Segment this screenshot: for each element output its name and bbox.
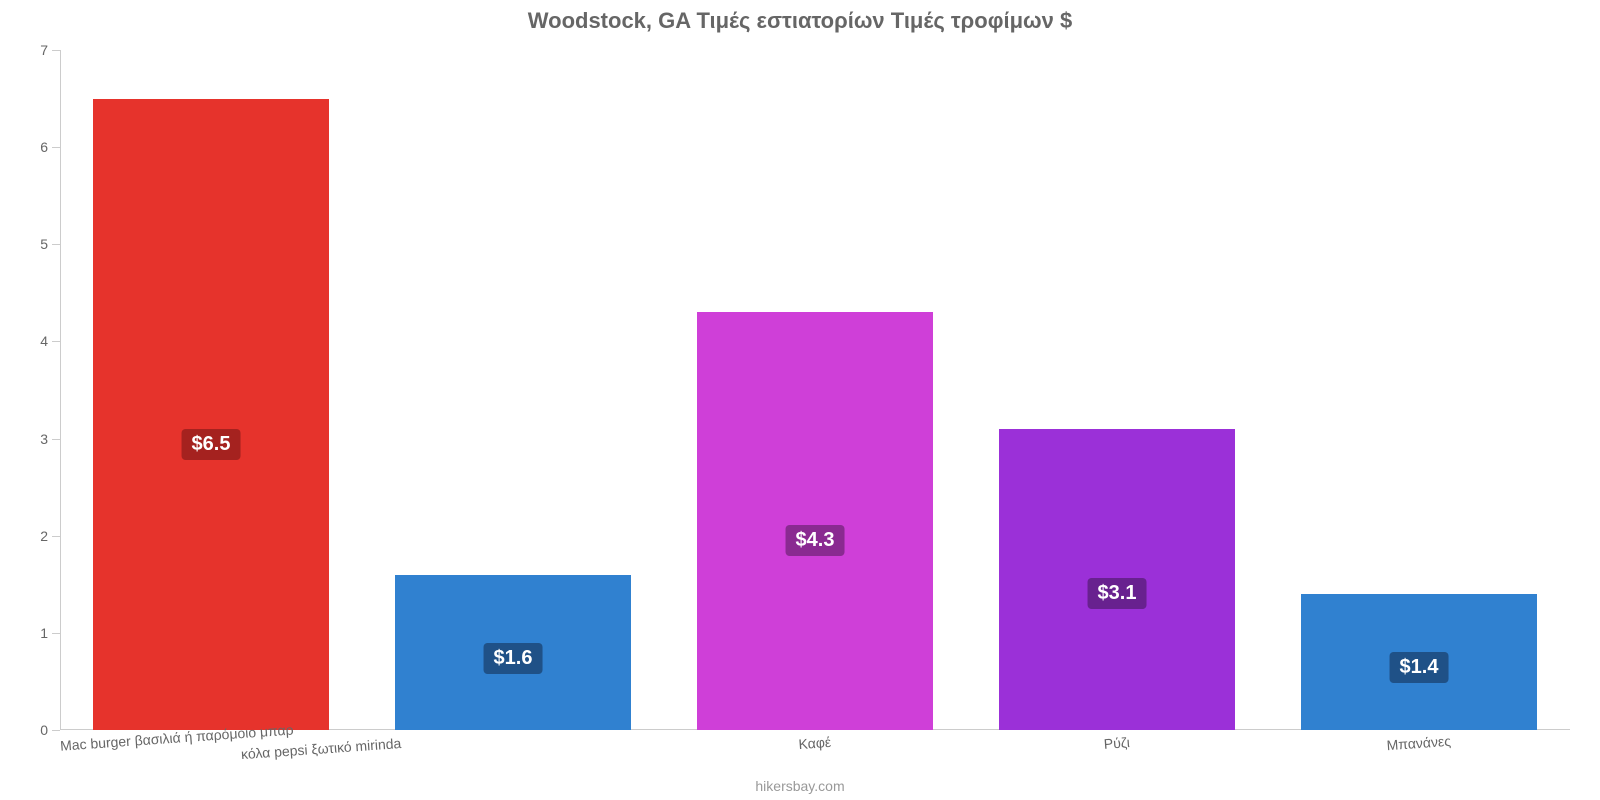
y-tick [52, 633, 60, 634]
y-tick [52, 341, 60, 342]
chart-credit: hikersbay.com [0, 778, 1600, 794]
bar: $1.6 [395, 575, 631, 730]
chart-title: Woodstock, GA Τιμές εστιατορίων Τιμές τρ… [0, 8, 1600, 34]
bar: $3.1 [999, 429, 1235, 730]
y-tick [52, 730, 60, 731]
y-tick-label: 0 [40, 722, 48, 738]
y-tick-label: 5 [40, 236, 48, 252]
y-tick [52, 50, 60, 51]
y-tick-label: 4 [40, 333, 48, 349]
x-axis-label: Καφέ [697, 727, 933, 759]
bar: $4.3 [697, 312, 933, 730]
bar-value-label: $6.5 [182, 429, 241, 460]
bar: $1.4 [1301, 594, 1537, 730]
bars-group: $6.5 $1.6 $4.3 $3.1 $1.4 [60, 50, 1570, 730]
x-axis-label: Ρύζι [999, 727, 1235, 759]
y-tick-label: 1 [40, 625, 48, 641]
y-tick-label: 6 [40, 139, 48, 155]
y-tick [52, 536, 60, 537]
chart-container: Woodstock, GA Τιμές εστιατορίων Τιμές τρ… [0, 0, 1600, 800]
y-tick-label: 3 [40, 431, 48, 447]
y-tick-label: 2 [40, 528, 48, 544]
y-tick [52, 147, 60, 148]
y-tick [52, 244, 60, 245]
x-axis-labels: Mac burger βασιλιά ή παρόμοιο μπαρκόλα p… [60, 735, 1570, 775]
bar-value-label: $3.1 [1088, 578, 1147, 609]
y-tick-label: 7 [40, 42, 48, 58]
x-axis-label: Mac burger βασιλιά ή παρόμοιο μπαρ [60, 735, 100, 754]
x-axis-label: Μπανάνες [1301, 727, 1537, 759]
y-tick [52, 439, 60, 440]
plot-area: 01234567 $6.5$1.6$4.3$3.1$1.4 [60, 50, 1570, 730]
bar: $6.5 [93, 99, 329, 730]
bar-value-label: $4.3 [786, 525, 845, 556]
bar-value-label: $1.6 [484, 643, 543, 674]
bar-value-label: $1.4 [1390, 652, 1449, 683]
